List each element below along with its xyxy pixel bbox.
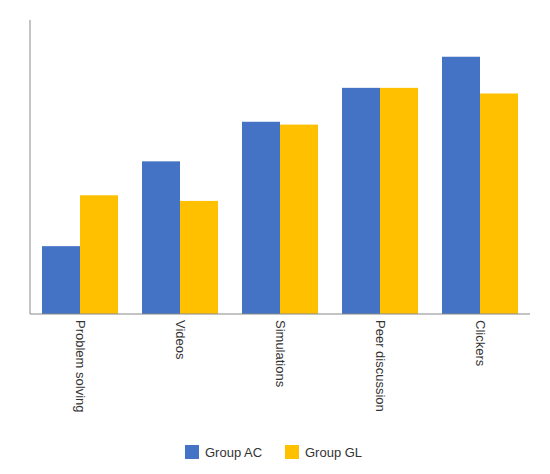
bar <box>480 94 518 315</box>
legend-label: Group GL <box>305 445 362 460</box>
legend-label: Group AC <box>205 445 262 460</box>
bar <box>142 161 180 314</box>
bar <box>442 57 480 314</box>
x-tick-label: Videos <box>173 320 188 360</box>
legend-swatch <box>185 445 199 459</box>
y-axis-line <box>30 20 31 314</box>
bar <box>180 201 218 314</box>
legend-swatch <box>285 445 299 459</box>
bar <box>242 122 280 314</box>
x-tick-label: Clickers <box>473 320 488 367</box>
x-tick-label: Problem solving <box>73 320 88 413</box>
bar <box>42 246 80 314</box>
x-tick-label: Peer discussion <box>373 320 388 412</box>
x-tick-label: Simulations <box>273 320 288 388</box>
x-axis-line <box>30 314 530 315</box>
chart-container: Problem solving Videos Simulations Peer dis… <box>0 0 550 474</box>
bar <box>342 88 380 314</box>
chart-svg: Problem solving Videos Simulations Peer dis… <box>0 0 550 474</box>
bar <box>380 88 418 314</box>
legend: Group AC Group GL <box>185 445 362 460</box>
bars <box>42 57 518 314</box>
x-tick-labels: Problem solving Videos Simulations Peer dis… <box>73 320 488 413</box>
bar <box>280 125 318 314</box>
bar <box>80 195 118 314</box>
